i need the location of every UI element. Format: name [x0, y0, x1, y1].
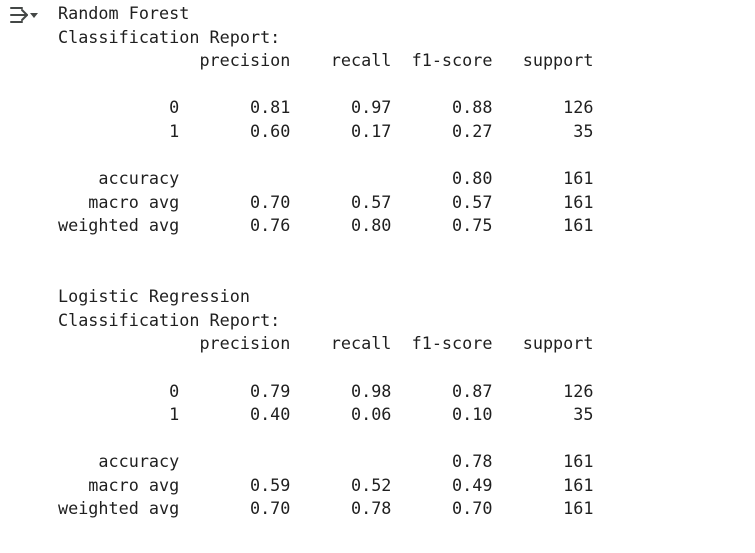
- output-line: [58, 356, 593, 380]
- output-line: Classification Report:: [58, 26, 281, 47]
- output-line: precision recall f1-score support: [58, 333, 594, 354]
- output-line: 0 0.79 0.98 0.87 126: [58, 380, 594, 401]
- output-line: [58, 73, 593, 97]
- output-line: weighted avg 0.70 0.78 0.70 161: [58, 498, 594, 519]
- output-line: [58, 144, 593, 168]
- output-line: accuracy 0.78 161: [58, 451, 594, 472]
- output-line: [58, 238, 593, 262]
- output-line: 0 0.81 0.97 0.88 126: [58, 97, 594, 118]
- output-line: 1 0.40 0.06 0.10 35: [58, 404, 594, 425]
- output-line: macro avg 0.70 0.57 0.57 161: [58, 191, 594, 212]
- output-line: accuracy 0.80 161: [58, 168, 594, 189]
- output-line: Logistic Regression: [58, 286, 250, 307]
- output-line: macro avg 0.59 0.52 0.49 161: [58, 474, 594, 495]
- output-line: [58, 427, 593, 451]
- output-line: precision recall f1-score support: [58, 50, 594, 71]
- output-line: [58, 262, 593, 286]
- output-line: 1 0.60 0.17 0.27 35: [58, 120, 594, 141]
- output-actions-icon: [10, 7, 38, 23]
- output-line: Classification Report:: [58, 309, 281, 330]
- output-actions-button[interactable]: [10, 4, 40, 28]
- output-line: weighted avg 0.76 0.80 0.75 161: [58, 215, 594, 236]
- cell-output-text: Random Forest Classification Report: prec…: [58, 2, 593, 521]
- output-line: Random Forest: [58, 3, 190, 23]
